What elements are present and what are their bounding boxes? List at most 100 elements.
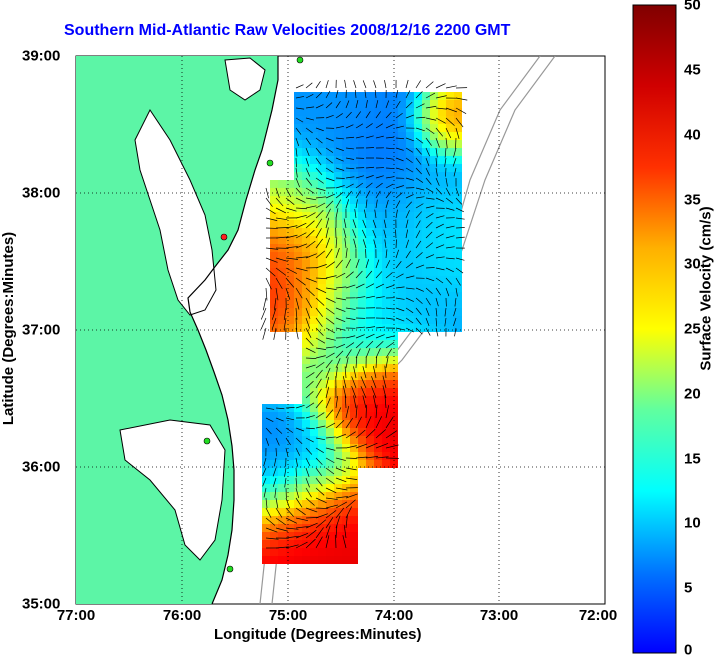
velocity-arrow <box>362 229 367 239</box>
velocity-cell <box>430 252 438 260</box>
velocity-cell <box>406 164 414 172</box>
velocity-arrow <box>285 535 299 539</box>
velocity-cell <box>422 220 430 228</box>
velocity-cell <box>350 260 358 268</box>
velocity-cell <box>358 324 366 332</box>
velocity-cell <box>366 220 374 228</box>
velocity-arrow <box>395 307 405 312</box>
velocity-cell <box>302 212 310 220</box>
velocity-cell <box>366 236 374 244</box>
velocity-arrow <box>395 286 405 289</box>
velocity-cell <box>454 148 462 156</box>
velocity-arrow <box>435 244 445 249</box>
velocity-arrow <box>415 137 424 144</box>
velocity-arrow <box>325 114 334 119</box>
velocity-cell <box>286 484 294 492</box>
velocity-cell <box>350 300 358 308</box>
velocity-cell <box>358 412 366 420</box>
velocity-arrow <box>305 287 315 297</box>
velocity-cell <box>342 100 350 108</box>
velocity-arrow <box>275 527 289 532</box>
velocity-cell <box>438 244 446 252</box>
velocity-arrow <box>295 497 303 508</box>
velocity-arrow <box>365 429 376 439</box>
velocity-arrow <box>395 185 404 189</box>
velocity-cell <box>446 164 454 172</box>
velocity-cell <box>382 188 390 196</box>
velocity-cell <box>446 140 454 148</box>
velocity-arrow <box>262 327 267 340</box>
velocity-cell <box>318 340 326 348</box>
velocity-cell <box>342 292 350 300</box>
velocity-arrow <box>315 317 323 327</box>
velocity-cell <box>310 292 318 300</box>
velocity-arrow <box>295 214 307 219</box>
velocity-cell <box>334 292 342 300</box>
velocity-cell <box>406 300 414 308</box>
velocity-cell <box>270 460 278 468</box>
velocity-arrow <box>285 517 298 524</box>
velocity-arrow <box>315 527 324 539</box>
velocity-arrow <box>425 267 435 269</box>
velocity-cell <box>334 148 342 156</box>
velocity-cell <box>446 124 454 132</box>
x-axis-label: Longitude (Degrees:Minutes) <box>214 626 422 643</box>
velocity-arrow <box>315 519 327 529</box>
velocity-cell <box>294 108 302 116</box>
velocity-cell <box>286 412 294 420</box>
velocity-arrow <box>435 223 444 229</box>
velocity-arrow <box>415 103 425 109</box>
velocity-cell <box>374 380 382 388</box>
velocity-cell <box>278 492 286 500</box>
velocity-cell <box>406 148 414 156</box>
velocity-cell <box>286 260 294 268</box>
velocity-arrow <box>415 240 422 249</box>
velocity-cell <box>286 220 294 228</box>
velocity-arrow <box>444 157 447 167</box>
velocity-cell <box>318 388 326 396</box>
velocity-cell <box>438 156 446 164</box>
velocity-arrow <box>445 117 455 126</box>
velocity-cell <box>270 236 278 244</box>
velocity-arrow <box>385 348 393 359</box>
velocity-cell <box>398 252 406 260</box>
velocity-cell <box>334 468 342 476</box>
velocity-cell <box>374 148 382 156</box>
velocity-arrow <box>445 187 451 196</box>
velocity-arrow <box>305 516 319 519</box>
velocity-arrow <box>415 264 425 269</box>
velocity-cell <box>374 308 382 316</box>
velocity-cell <box>374 340 382 348</box>
velocity-cell <box>374 228 382 236</box>
velocity-arrow <box>425 254 435 259</box>
velocity-arrow <box>385 191 392 199</box>
velocity-arrow <box>274 487 277 498</box>
velocity-arrow <box>295 147 298 157</box>
velocity-cell <box>430 268 438 276</box>
velocity-arrow <box>355 429 366 439</box>
velocity-arrow <box>365 199 368 209</box>
velocity-cell <box>366 428 374 436</box>
velocity-arrow <box>315 287 327 294</box>
velocity-cell <box>414 228 422 236</box>
velocity-arrow <box>325 525 331 539</box>
velocity-cell <box>262 428 270 436</box>
velocity-arrow <box>305 380 314 389</box>
velocity-arrow <box>385 260 391 269</box>
velocity-cell <box>454 316 462 324</box>
velocity-cell <box>334 116 342 124</box>
velocity-arrow <box>373 239 377 249</box>
velocity-cell <box>430 204 438 212</box>
velocity-arrow <box>375 283 385 289</box>
velocity-cell <box>374 172 382 180</box>
velocity-cell <box>446 148 454 156</box>
velocity-cell <box>446 212 454 220</box>
velocity-cell <box>350 452 358 460</box>
velocity-cell <box>318 452 326 460</box>
velocity-arrow <box>405 114 415 119</box>
velocity-arrow <box>305 372 315 379</box>
velocity-cell <box>454 284 462 292</box>
velocity-cell <box>334 308 342 316</box>
velocity-cell <box>334 228 342 236</box>
velocity-arrow <box>405 210 410 219</box>
